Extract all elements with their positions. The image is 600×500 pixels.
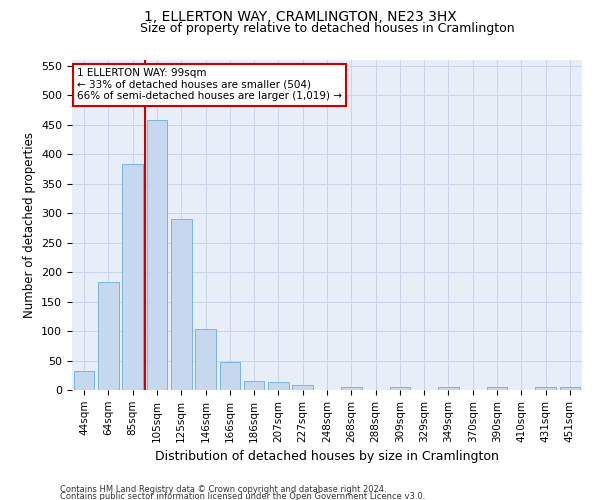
Title: Size of property relative to detached houses in Cramlington: Size of property relative to detached ho… bbox=[140, 22, 514, 35]
Bar bbox=[389, 387, 410, 390]
Bar bbox=[560, 387, 580, 390]
Bar bbox=[292, 386, 313, 390]
Bar bbox=[122, 164, 143, 390]
Bar bbox=[438, 387, 459, 390]
Bar bbox=[220, 362, 240, 390]
Bar bbox=[487, 387, 508, 390]
Bar bbox=[171, 219, 191, 390]
Bar bbox=[146, 120, 167, 390]
Bar bbox=[341, 387, 362, 390]
Bar bbox=[268, 382, 289, 390]
Text: 1 ELLERTON WAY: 99sqm
← 33% of detached houses are smaller (504)
66% of semi-det: 1 ELLERTON WAY: 99sqm ← 33% of detached … bbox=[77, 68, 342, 102]
X-axis label: Distribution of detached houses by size in Cramlington: Distribution of detached houses by size … bbox=[155, 450, 499, 463]
Y-axis label: Number of detached properties: Number of detached properties bbox=[23, 132, 35, 318]
Bar bbox=[535, 387, 556, 390]
Text: 1, ELLERTON WAY, CRAMLINGTON, NE23 3HX: 1, ELLERTON WAY, CRAMLINGTON, NE23 3HX bbox=[143, 10, 457, 24]
Bar bbox=[98, 282, 119, 390]
Text: Contains public sector information licensed under the Open Government Licence v3: Contains public sector information licen… bbox=[60, 492, 425, 500]
Text: Contains HM Land Registry data © Crown copyright and database right 2024.: Contains HM Land Registry data © Crown c… bbox=[60, 486, 386, 494]
Bar bbox=[74, 370, 94, 390]
Bar bbox=[195, 330, 216, 390]
Bar bbox=[244, 380, 265, 390]
